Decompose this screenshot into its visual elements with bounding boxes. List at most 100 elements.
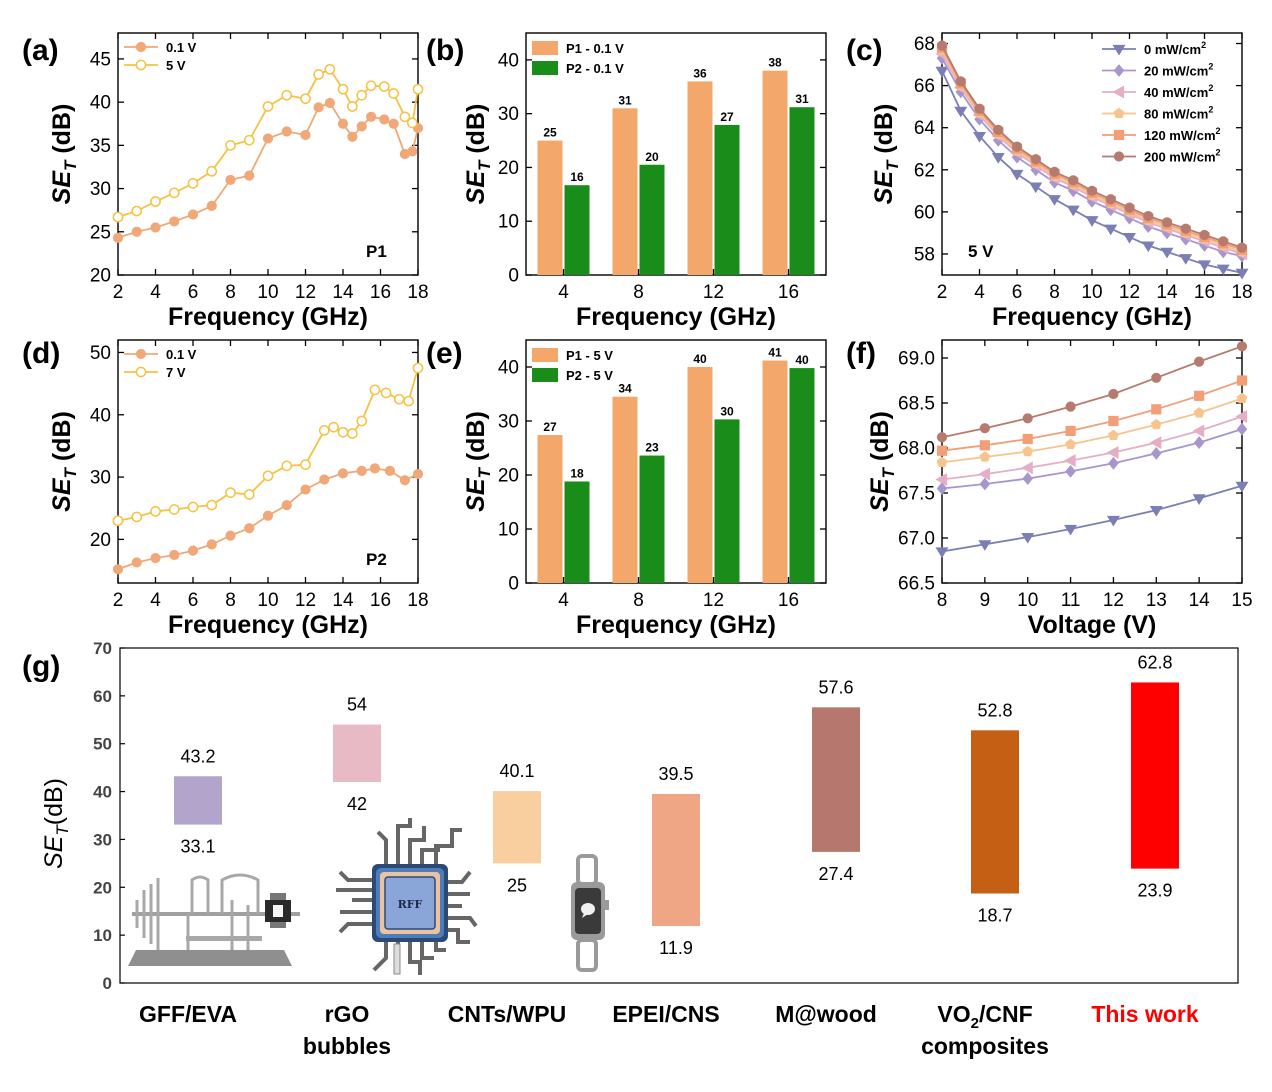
y-tick-label: 0 (103, 974, 112, 993)
range-low-label: 33.1 (180, 837, 215, 857)
data-point (337, 468, 349, 479)
legend-swatch (532, 41, 558, 55)
category-label: GFF/EVA (139, 1001, 237, 1027)
data-point (1235, 268, 1249, 280)
data-point (225, 174, 236, 186)
data-point (1236, 422, 1248, 436)
data-point (244, 523, 255, 534)
series-0 (935, 66, 1249, 280)
data-point (1108, 456, 1119, 470)
data-point (168, 187, 180, 199)
data-point (978, 540, 992, 551)
x-tick-label: 16 (778, 590, 799, 611)
panel-label-g: (g) (22, 650, 60, 683)
y-axis-title: SET (dB) (462, 104, 494, 205)
x-tick-label: 6 (188, 282, 199, 303)
legend-marker (1113, 107, 1125, 119)
data-point (1086, 185, 1098, 196)
data-point (243, 489, 255, 500)
y-tick-label: 20 (90, 266, 111, 287)
data-point (979, 440, 990, 451)
panel-f: 8 9 10 11 12 13 14 15 66.5 67.0 67.5 68.0 68.5 69.0 Vo… (866, 339, 1253, 639)
y-tick-label: 40 (498, 358, 519, 379)
y-tick-label: 20 (498, 466, 519, 487)
legend-marker (1112, 85, 1125, 99)
legend-label: 20 mW/cm2 (1144, 62, 1213, 79)
data-point (1068, 175, 1079, 186)
legend-label: P2 - 0.1 V (566, 61, 624, 76)
data-point (379, 114, 390, 125)
range-low-label: 25 (507, 875, 527, 895)
y-axis-title: SET (dB) (48, 104, 80, 205)
data-point (131, 226, 142, 237)
y-axis-title: SET (dB) (866, 411, 898, 512)
range-bar (493, 791, 541, 864)
x-tick-label: 16 (1194, 282, 1215, 303)
range-low-label: 27.4 (818, 864, 853, 884)
data-point (974, 103, 985, 114)
y-axis-title: SET (dB) (48, 411, 80, 512)
y-tick-label: 40 (90, 93, 111, 114)
y-tick-label: 30 (90, 468, 111, 489)
data-point (399, 475, 410, 486)
series-4 (936, 375, 1248, 456)
data-point (112, 515, 124, 527)
data-point (1235, 410, 1248, 423)
x-tick-label: 8 (225, 282, 236, 303)
bar-value-label: 40 (693, 352, 707, 366)
data-point (313, 102, 324, 113)
data-point (356, 465, 367, 476)
data-point (206, 165, 218, 177)
legend-swatch (532, 368, 558, 382)
y-tick-label: 0 (508, 266, 519, 287)
x-tick-label: 12 (703, 590, 724, 611)
data-point (1030, 154, 1041, 165)
data-point (979, 477, 991, 491)
data-point (936, 40, 948, 51)
data-point (319, 474, 330, 485)
range-bar (971, 730, 1019, 894)
y-tick-label: 66 (914, 76, 935, 97)
series-0 (935, 481, 1249, 559)
data-point (1105, 194, 1116, 205)
y-tick-label: 68 (914, 34, 935, 55)
data-point (112, 232, 124, 243)
bar (639, 455, 665, 583)
data-point (1065, 465, 1076, 478)
axes-frame (525, 339, 827, 584)
y-tick-label: 40 (90, 405, 111, 426)
data-point (1236, 341, 1248, 352)
bar-value-label: 16 (570, 170, 584, 184)
data-point (388, 118, 399, 129)
x-tick-label: 14 (1189, 590, 1211, 611)
data-point (347, 131, 358, 142)
series-0 (112, 97, 424, 243)
category-label: rGO (325, 1001, 370, 1027)
data-point (1179, 254, 1193, 265)
y-tick-label: 60 (914, 202, 935, 223)
data-point (324, 97, 335, 109)
data-point (356, 415, 368, 427)
data-point (187, 178, 199, 189)
data-point (1066, 205, 1080, 217)
bar-value-label: 31 (618, 93, 632, 107)
legend-marker (1113, 151, 1125, 162)
range-bar (333, 724, 381, 782)
data-point (1198, 260, 1211, 272)
legend-label: P2 - 5 V (566, 368, 613, 383)
x-tick-label: 18 (1231, 282, 1252, 303)
bar-value-label: 31 (795, 92, 809, 106)
data-point (243, 134, 255, 146)
data-point (369, 384, 381, 396)
x-tick-label: 2 (113, 282, 124, 303)
data-point (1216, 264, 1230, 276)
y-tick-label: 50 (93, 735, 112, 754)
data-point (1029, 182, 1043, 194)
y-tick-label: 40 (498, 50, 519, 71)
x-tick-label: 10 (257, 590, 278, 611)
data-point (225, 140, 236, 151)
y-tick-label: 70 (93, 639, 112, 658)
panel-annotation: 5 V (968, 242, 994, 261)
axes-frame (525, 32, 827, 276)
